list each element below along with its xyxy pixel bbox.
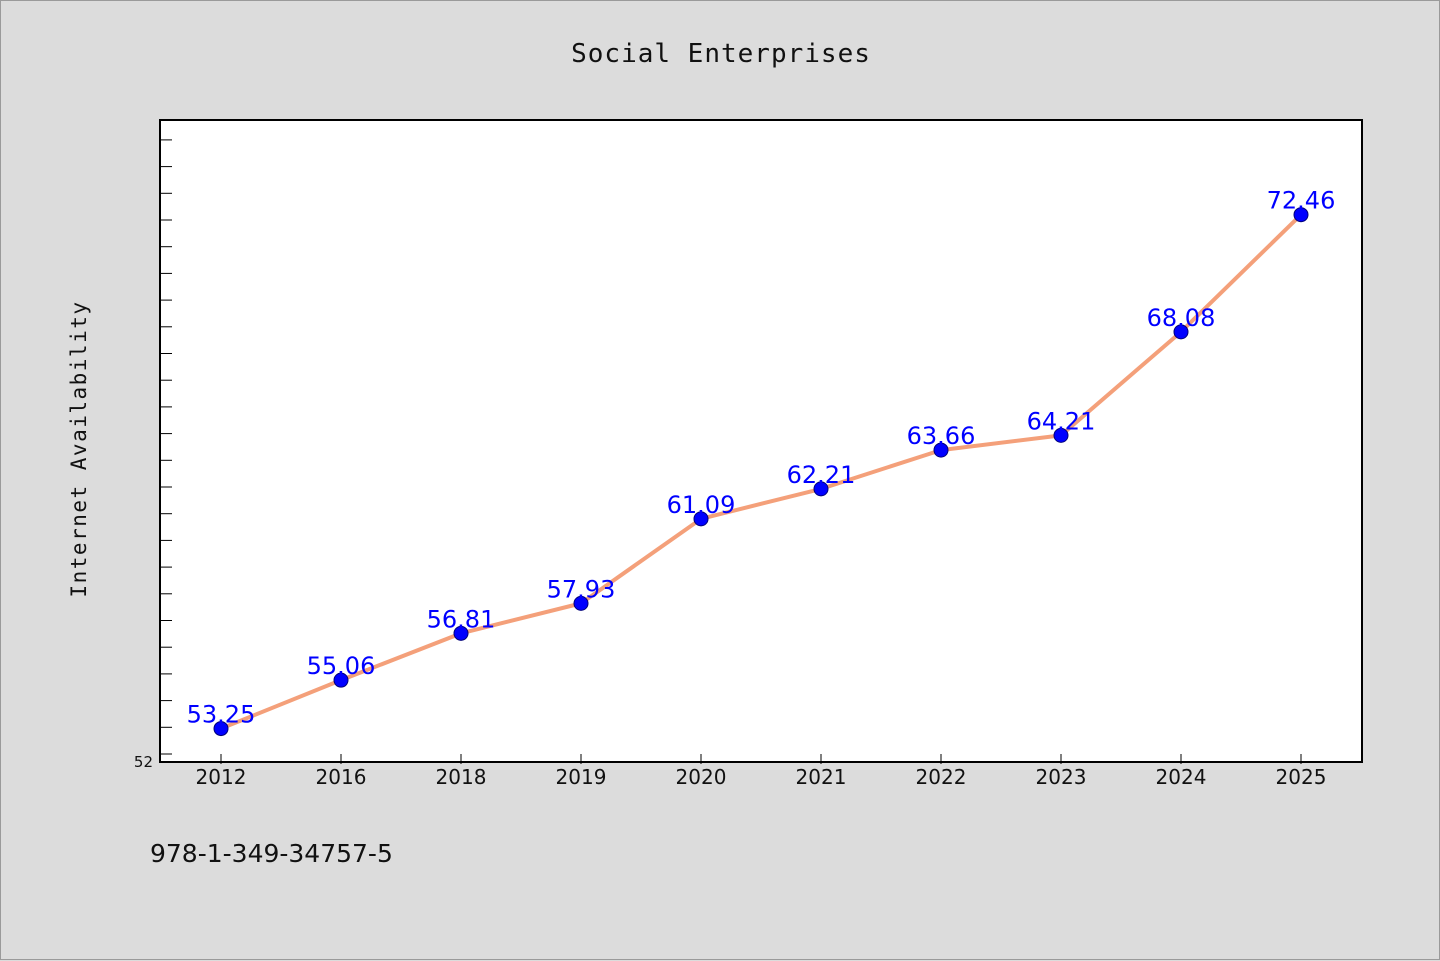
plot-area [160,120,1362,762]
data-point-label: 64.21 [1027,407,1096,435]
x-tick-label: 2018 [436,765,487,789]
data-point-marker [813,481,829,497]
series-line [220,213,1303,731]
data-point-marker [1173,324,1189,340]
data-point-label: 63.66 [907,422,976,450]
data-point-marker [693,511,709,527]
x-axis-tick-labels: 2012 2016 2018 2019 2020 2021 2022 2023 2024 2025 [196,765,1327,789]
x-tick-label: 2024 [1156,765,1207,789]
x-tick-label: 2019 [556,765,607,789]
data-point-label: 53.25 [187,701,256,729]
y-tick-label: 52 [134,753,153,771]
data-point-marker [333,672,349,688]
data-markers [213,207,1309,737]
data-point-marker [933,442,949,458]
x-tick-label: 2021 [796,765,847,789]
data-point-marker [453,625,469,641]
x-tick-label: 2020 [676,765,727,789]
chart-title: Social Enterprises [571,39,871,69]
data-point-label: 56.81 [427,605,496,633]
y-axis-label: Internet Availability [67,300,91,597]
data-point-marker [573,595,589,611]
data-point-marker [1293,207,1309,223]
footnote-isbn: 978-1-349-34757-5 [150,839,393,868]
data-point-label: 62.21 [787,461,856,489]
data-point-marker [1053,427,1069,443]
x-tick-label: 2025 [1276,765,1327,789]
data-point-marker [213,721,229,737]
x-tick-label: 2022 [916,765,967,789]
data-point-label: 55.06 [307,652,376,680]
y-axis-ticks [160,139,172,755]
data-labels: 53.25 55.06 56.81 57.93 61.09 62.21 63.66 64.21… [187,187,1336,729]
plot-border [159,119,1363,763]
data-point-label: 57.93 [547,575,616,603]
x-tick-label: 2016 [316,765,367,789]
x-tick-label: 2012 [196,765,247,789]
x-tick-label: 2023 [1036,765,1087,789]
data-point-label: 68.08 [1147,304,1216,332]
data-point-label: 72.46 [1267,187,1336,215]
data-point-label: 61.09 [667,491,736,519]
